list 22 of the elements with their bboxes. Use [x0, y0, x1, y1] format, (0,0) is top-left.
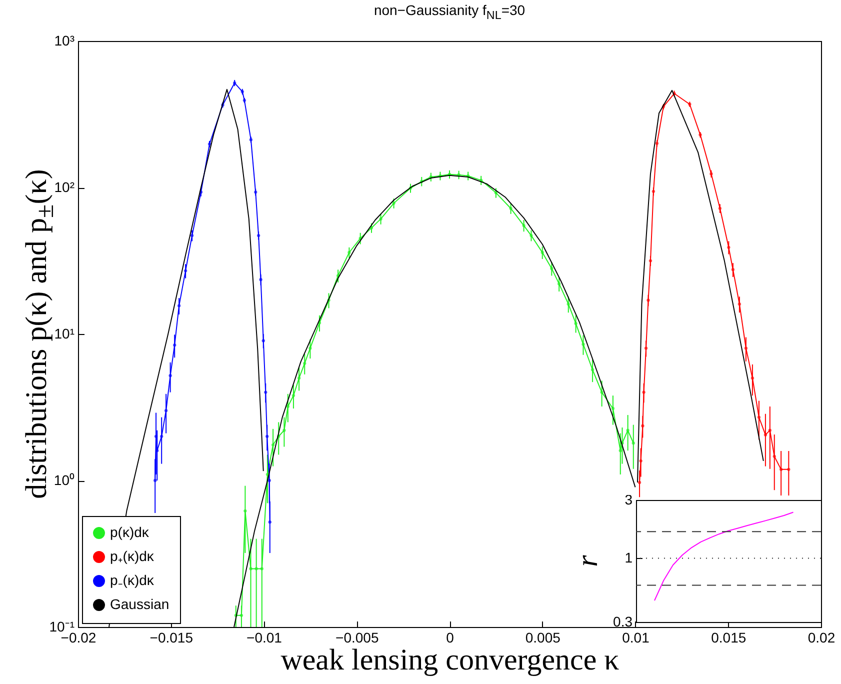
legend-label: p₋(κ)dκ	[110, 572, 155, 588]
legend-label: p(κ)dκ	[110, 524, 150, 540]
legend-label: Gaussian	[110, 596, 170, 612]
x-tick-label: −0.01	[246, 630, 282, 646]
y-tick-label: 10¹	[54, 326, 75, 342]
x-tick-label: −0.015	[150, 630, 194, 646]
x-axis-title: weak lensing convergence κ	[280, 644, 620, 676]
x-tick-label: 0.015	[711, 630, 746, 646]
x-tick-label: 0.01	[622, 630, 650, 646]
x-tick-label: −0.005	[336, 630, 379, 646]
x-tick-label: 0.005	[525, 630, 561, 646]
y-tick-label: 0.3	[613, 614, 633, 630]
y-tick-label: 10²	[54, 179, 75, 195]
x-tick-label: 0.02	[808, 630, 836, 646]
legend-label: p₊(κ)dκ	[110, 548, 155, 564]
chart-title: non−Gaussianity f$_{NL}$=30	[372, 2, 526, 22]
y-tick-label: 1	[624, 550, 633, 566]
y-tick-label: 3	[624, 492, 633, 508]
x-tick-label: 0	[446, 630, 454, 646]
y-tick-label: 10⁰	[54, 472, 74, 488]
y-axis-title: r	[571, 555, 605, 567]
y-tick-label: 10³	[54, 32, 75, 48]
